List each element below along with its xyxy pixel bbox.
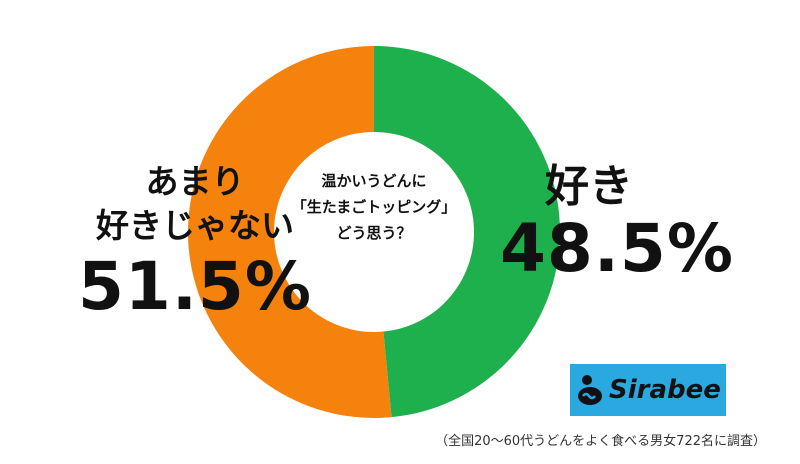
slice-value-dislike: 51.5% xyxy=(78,248,312,325)
center-question: 温かいうどんに 「生たまごトッピング」 どう思う？ xyxy=(290,168,458,246)
slice-label-dislike-line2: 好きじゃない xyxy=(96,206,294,245)
donut-hole xyxy=(274,132,474,332)
slice-value-like: 48.5% xyxy=(500,210,734,287)
sirabee-logo: Sirabee xyxy=(570,364,726,416)
question-line-2: 「生たまごトッピング」 xyxy=(291,198,457,216)
slice-label-dislike-line1: あまり xyxy=(145,162,245,201)
slice-label-dislike: あまり 好きじゃない xyxy=(90,160,300,248)
survey-footnote: （全国20〜60代うどんをよく食べる男女722名に調査） xyxy=(435,434,766,449)
sirabee-logo-icon xyxy=(578,375,603,405)
logo-text: Sirabee xyxy=(609,375,721,405)
question-line-3: どう思う？ xyxy=(336,224,412,242)
slice-label-like: 好き xyxy=(545,161,633,212)
question-line-1: 温かいうどんに xyxy=(321,172,427,190)
